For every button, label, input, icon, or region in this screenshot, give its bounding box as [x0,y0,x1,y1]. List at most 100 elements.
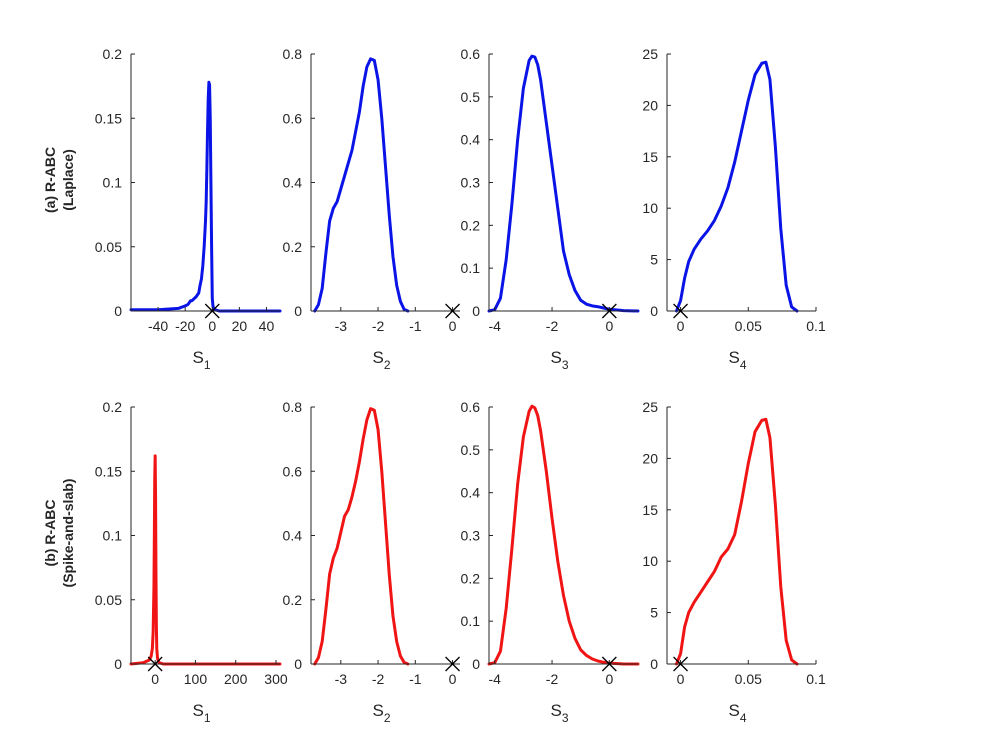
y-tick-label: 0.5 [461,89,481,105]
y-tick-label: 0 [294,303,302,319]
marker-stroke [673,303,689,319]
marker-stroke [445,656,461,672]
x-tick-label: -2 [372,318,385,334]
density-curve-0 [313,57,410,313]
x-axis-label-main: S [192,348,203,367]
x-axis-label-subscript: 2 [384,358,391,372]
y-tick-label: 0.8 [283,46,303,62]
density-curve-0 [487,404,640,666]
true-value-marker [601,303,617,319]
x-tick-label: -40 [148,318,168,334]
x-axis-label-subscript: 3 [562,358,569,372]
subplot-r0c3: 0 0.05 0.1 0 5 10 15 20 25 S4 [642,46,826,372]
y-tick-label: 0.1 [103,175,123,191]
true-value-marker [147,656,163,672]
subplot-r0c1: -3 -2 -1 0 0 0.2 0.4 0.6 0.8 S2 [283,46,461,372]
y-tick-label: 20 [642,97,658,113]
subplot-r1c1: -3 -2 -1 0 0 0.2 0.4 0.6 0.8 S2 [283,399,461,725]
true-value-marker [673,303,689,319]
marker-stroke [601,656,617,672]
x-axis-label-subscript: 2 [384,711,391,725]
y-tick-label: 0.6 [461,399,481,415]
x-tick-label: -4 [489,318,502,334]
y-tick-label: 0.2 [461,217,481,233]
y-tick-label: 0.15 [95,110,122,126]
y-tick-label: 0.4 [461,485,481,501]
x-tick-label: -2 [546,318,559,334]
true-value-marker [204,303,220,319]
marker-stroke [147,656,163,672]
y-tick-label: 0 [650,656,658,672]
y-tick-label: 0.8 [283,399,303,415]
y-tick-label: 0.15 [95,463,122,479]
marker-stroke [445,303,461,319]
x-tick-label: 0 [151,671,159,687]
y-tick-label: 0 [114,656,122,672]
y-tick-label: 0.6 [461,46,481,62]
row-b-label-line2: (Spike-and-slab) [60,479,76,588]
y-tick-label: 10 [642,200,658,216]
y-tick-label: 0.05 [95,592,122,608]
x-axis-label-subscript: 1 [204,711,211,725]
row-b-label-line1: (b) R-ABC [42,500,58,567]
y-tick-label: 0.2 [461,570,481,586]
y-tick-label: 0 [472,303,480,319]
y-tick-label: 15 [642,149,658,165]
x-tick-label: -3 [335,671,348,687]
y-tick-label: 0.4 [461,132,481,148]
x-axis-label: S2 [372,348,390,372]
x-axis-label-subscript: 3 [562,711,569,725]
x-tick-label: 0 [605,671,613,687]
x-tick-label: 20 [232,318,248,334]
density-curve-0 [129,80,282,313]
y-tick-label: 0.1 [461,260,481,276]
y-tick-label: 0 [294,656,302,672]
y-tick-label: 0.3 [461,528,481,544]
y-tick-label: 0.05 [95,239,122,255]
y-tick-label: 0.2 [103,399,123,415]
x-axis-label-subscript: 4 [740,711,747,725]
x-axis-label: S1 [192,348,210,372]
y-tick-label: 0.6 [283,463,303,479]
marker-stroke [601,303,617,319]
density-curve-0 [129,454,282,666]
y-tick-label: 0.2 [283,592,303,608]
x-axis-label: S4 [728,348,746,372]
true-value-marker [445,656,461,672]
row-labels: (a) R-ABC (Laplace) (b) R-ABC (Spike-and… [42,147,76,588]
y-tick-label: 0.6 [283,110,303,126]
y-tick-label: 10 [642,553,658,569]
x-tick-label: 200 [224,671,248,687]
y-tick-label: 0.4 [283,175,303,191]
y-tick-label: 5 [650,605,658,621]
y-tick-label: 25 [642,399,658,415]
x-axis-label-main: S [372,701,383,720]
marker-stroke [204,303,220,319]
row-a-label-line2: (Laplace) [60,149,76,210]
y-tick-label: 0.4 [283,528,303,544]
y-tick-label: 0 [114,303,122,319]
true-value-marker [445,303,461,319]
x-tick-label: 0 [449,671,457,687]
y-tick-label: 0.5 [461,442,481,458]
x-tick-label: 0.1 [806,318,826,334]
x-axis-label-subscript: 1 [204,358,211,372]
true-value-marker [673,656,689,672]
x-tick-label: 40 [259,318,275,334]
y-tick-label: 0.2 [103,46,123,62]
x-tick-label: 0 [605,318,613,334]
x-axis-label-main: S [728,348,739,367]
subplot-r1c2: -4 -2 0 0 0.1 0.2 0.3 0.4 0.5 0.6 S3 [461,399,640,725]
x-tick-label: -1 [409,318,422,334]
x-tick-label: 0 [677,671,685,687]
x-tick-label: 0 [208,318,216,334]
x-tick-label: 0.05 [735,318,762,334]
x-tick-label: -20 [175,318,195,334]
subplot-r1c3: 0 0.05 0.1 0 5 10 15 20 25 S4 [642,399,826,725]
x-axis-label-main: S [372,348,383,367]
marker-stroke [673,656,689,672]
y-tick-label: 0.1 [461,613,481,629]
subplot-r0c2: -4 -2 0 0 0.1 0.2 0.3 0.4 0.5 0.6 S3 [461,46,640,372]
y-tick-label: 0 [650,303,658,319]
